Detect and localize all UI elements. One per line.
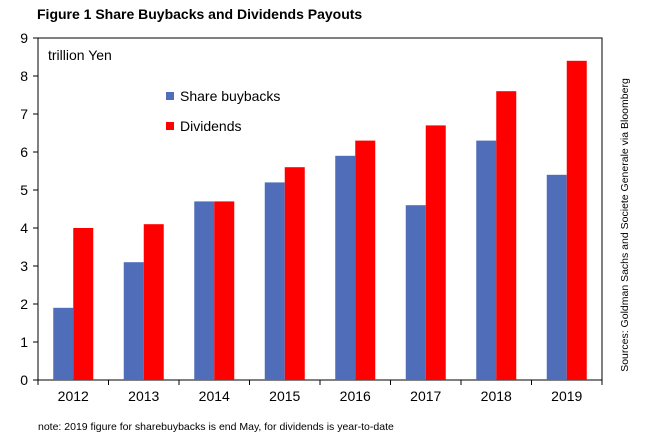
bar-share-buybacks [53, 307, 74, 380]
bar-dividends [425, 125, 446, 381]
x-tick-label: 2019 [551, 388, 582, 404]
bar-dividends [566, 60, 587, 381]
y-tick-label: 5 [20, 182, 28, 198]
legend-label: Share buybacks [180, 88, 280, 104]
y-tick-label: 1 [20, 334, 28, 350]
bar-share-buybacks [123, 262, 144, 380]
x-tick-label: 2018 [481, 388, 512, 404]
bar-dividends [214, 201, 235, 380]
bar-share-buybacks [546, 174, 567, 380]
x-tick-label: 2012 [58, 388, 89, 404]
y-tick-label: 2 [20, 296, 28, 312]
x-tick-label: 2017 [410, 388, 441, 404]
y-tick-label: 0 [20, 372, 28, 388]
y-axis: 0 1 2 3 4 5 6 7 8 9 [20, 30, 38, 388]
bar-dividends [496, 91, 517, 380]
bar-dividends [143, 224, 164, 380]
x-tick-label: 2016 [340, 388, 371, 404]
x-tick-label: 2015 [269, 388, 300, 404]
y-tick-label: 8 [20, 68, 28, 84]
bar-share-buybacks [476, 140, 497, 380]
chart-title: Figure 1 Share Buybacks and Dividends Pa… [37, 6, 363, 22]
y-tick-label: 9 [20, 30, 28, 46]
y-tick-label: 4 [20, 220, 28, 236]
legend-swatch [166, 92, 174, 100]
x-tick-label: 2013 [128, 388, 159, 404]
bar-share-buybacks [335, 155, 356, 380]
source-label: Sources: Goldman Sachs and Societe Gener… [619, 78, 631, 372]
x-tick-label: 2014 [199, 388, 230, 404]
bar-dividends [73, 228, 94, 380]
footnote: note: 2019 figure for sharebuybacks is e… [38, 421, 394, 433]
bar-share-buybacks [405, 205, 426, 380]
bar-dividends [355, 140, 376, 380]
y-tick-label: 3 [20, 258, 28, 274]
legend: Share buybacks Dividends [166, 88, 280, 134]
bars-group [53, 60, 587, 381]
bar-dividends [284, 167, 305, 380]
legend-label: Dividends [180, 118, 241, 134]
legend-swatch [166, 122, 174, 130]
x-axis: 2012 2013 2014 2015 2016 2017 2018 2019 [37, 380, 603, 404]
unit-label: trillion Yen [48, 47, 112, 63]
y-tick-label: 7 [20, 106, 28, 122]
plot-area [37, 37, 603, 381]
bar-share-buybacks [264, 182, 285, 380]
bar-share-buybacks [194, 201, 215, 380]
y-tick-label: 6 [20, 144, 28, 160]
